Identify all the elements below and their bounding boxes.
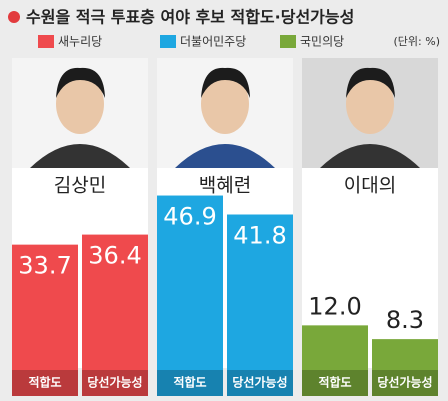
photo-body bbox=[175, 144, 275, 168]
category-band bbox=[82, 370, 148, 396]
category-label: 당선가능성 bbox=[232, 375, 287, 390]
photo-hair bbox=[56, 67, 105, 98]
category-band bbox=[302, 370, 368, 396]
photo-face bbox=[201, 74, 249, 134]
photo-hair bbox=[346, 67, 395, 98]
value-label: 36.4 bbox=[88, 242, 141, 270]
title-icon bbox=[8, 11, 20, 23]
category-label: 적합도 bbox=[318, 375, 351, 390]
category-band bbox=[12, 370, 78, 396]
legend-label: 새누리당 bbox=[58, 35, 102, 49]
category-label: 적합도 bbox=[28, 375, 61, 390]
category-label: 당선가능성 bbox=[87, 375, 142, 390]
photo-face bbox=[346, 74, 394, 134]
candidate-name: 이대의 bbox=[344, 175, 396, 197]
photo-hair bbox=[201, 67, 250, 98]
legend-swatch bbox=[160, 35, 176, 48]
category-label: 당선가능성 bbox=[377, 375, 432, 390]
category-band bbox=[372, 370, 438, 396]
candidate-name: 김상민 bbox=[54, 175, 106, 197]
bar bbox=[82, 234, 148, 396]
legend-swatch bbox=[280, 35, 296, 48]
value-label: 46.9 bbox=[163, 203, 216, 231]
bar bbox=[227, 214, 293, 396]
category-band bbox=[227, 370, 293, 396]
candidate-name: 백혜련 bbox=[199, 175, 251, 197]
bar bbox=[157, 195, 223, 396]
category-band bbox=[157, 370, 223, 396]
value-label: 8.3 bbox=[386, 306, 424, 334]
chart-title: 수원을 적극 투표층 여야 후보 적합도·당선가능성 bbox=[26, 8, 354, 27]
photo-body bbox=[320, 144, 420, 168]
unit: (단위: %) bbox=[394, 35, 440, 48]
value-label: 12.0 bbox=[308, 292, 361, 320]
category-label: 적합도 bbox=[173, 375, 206, 390]
photo-face bbox=[56, 74, 104, 134]
legend-label: 국민의당 bbox=[300, 35, 344, 49]
value-label: 41.8 bbox=[233, 222, 286, 250]
value-label: 33.7 bbox=[18, 252, 71, 280]
legend-swatch bbox=[38, 35, 54, 48]
photo-body bbox=[30, 144, 130, 168]
legend-label: 더불어민주당 bbox=[180, 35, 246, 49]
